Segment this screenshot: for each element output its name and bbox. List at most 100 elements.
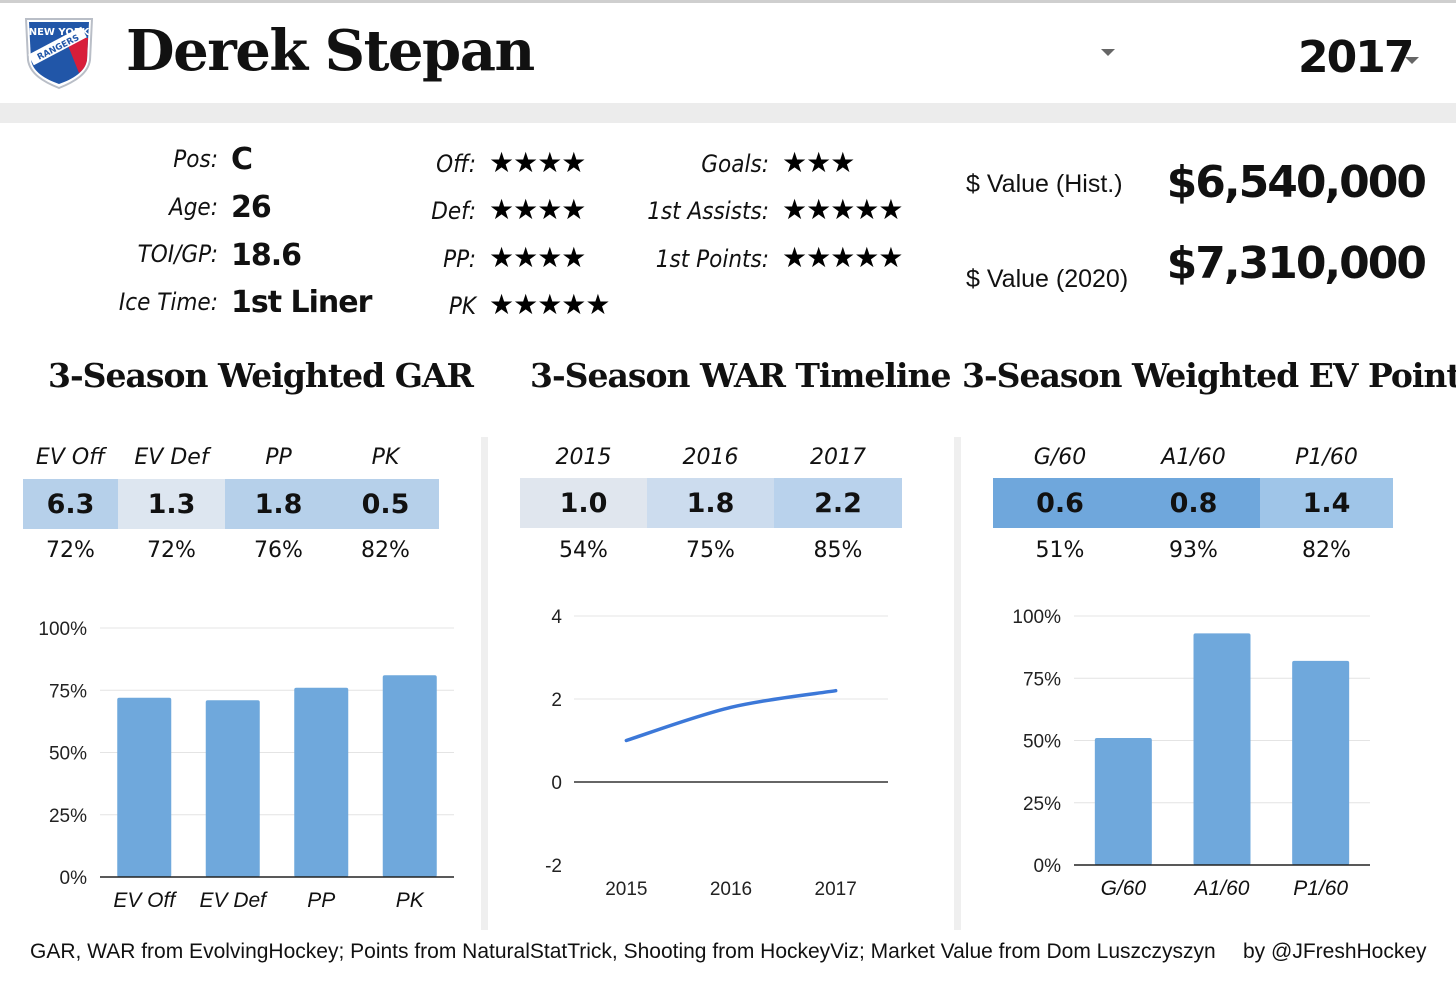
ev-chart-ytick-label: 50% bbox=[1023, 732, 1061, 753]
gar-chart-xtick-label: EV Off bbox=[113, 889, 177, 912]
footer-sources: GAR, WAR from EvolvingHockey; Points fro… bbox=[30, 940, 1216, 963]
war-col-header: 2016 bbox=[682, 445, 739, 470]
first-assists-rating-stars: ★★★★★ bbox=[782, 193, 904, 226]
pos-value: C bbox=[231, 142, 253, 177]
war-value-cell: 1.0 bbox=[520, 478, 647, 528]
season-select-chevron-down-icon[interactable] bbox=[1405, 57, 1419, 64]
ev-value-cell: 0.6 bbox=[993, 478, 1127, 528]
ev-value-cell: 0.8 bbox=[1127, 478, 1260, 528]
gar-section-title: 3-Season Weighted GAR bbox=[48, 356, 474, 395]
player-name: Derek Stepan bbox=[126, 18, 535, 84]
war-percentile: 85% bbox=[813, 538, 863, 563]
first-points-rating-stars: ★★★★★ bbox=[782, 241, 904, 274]
value-hist-label: $ Value (Hist.) bbox=[966, 170, 1123, 198]
column-divider-left bbox=[481, 437, 488, 930]
gar-value-cell: 1.3 bbox=[118, 479, 225, 529]
ev-percentile: 82% bbox=[1302, 538, 1351, 563]
ev-chart-xtick-label: A1/60 bbox=[1193, 877, 1250, 900]
war-timeline-line-chart: -2 0 2 4 2015 2016 2017 bbox=[545, 607, 888, 900]
gar-percentile-bar-chart: 0% 25% 50% 75% 100% EV Off EV Def PP PK bbox=[38, 619, 454, 912]
age-label: Age: bbox=[168, 193, 218, 221]
ev-col-header: A1/60 bbox=[1161, 445, 1226, 470]
ev-chart-bar bbox=[1193, 633, 1251, 865]
gar-chart-ytick-label: 50% bbox=[49, 744, 87, 765]
age-value: 26 bbox=[231, 190, 272, 225]
ev-chart-ytick-label: 75% bbox=[1023, 669, 1061, 690]
war-chart-ytick-label: 0 bbox=[551, 773, 562, 794]
gar-chart-bar bbox=[382, 675, 437, 877]
gar-value-cell: 0.5 bbox=[332, 479, 439, 529]
war-col-header: 2015 bbox=[555, 445, 612, 470]
def-rating-stars: ★★★★ bbox=[489, 193, 586, 226]
ev-chart-ytick-label: 100% bbox=[1012, 607, 1061, 628]
ev-section-title: 3-Season Weighted EV Points bbox=[962, 356, 1456, 395]
rangers-shield-logo-icon: NEW YORK RANGERS bbox=[24, 18, 94, 90]
gar-col-header: PP bbox=[265, 445, 292, 470]
ice-time-label: Ice Time: bbox=[118, 288, 218, 316]
gar-value-cell: 6.3 bbox=[23, 479, 118, 529]
gar-chart-ytick-label: 75% bbox=[49, 681, 87, 702]
gar-col-header: EV Def bbox=[134, 445, 209, 470]
gar-chart-ytick-label: 0% bbox=[60, 868, 88, 889]
top-rule bbox=[0, 0, 1456, 3]
war-chart-series-line bbox=[624, 688, 838, 743]
gar-percentile: 82% bbox=[361, 538, 410, 563]
logo-text-top: NEW YORK bbox=[29, 27, 91, 38]
footer-credit[interactable]: by @JFreshHockey bbox=[1243, 940, 1427, 963]
gar-percentile: 72% bbox=[46, 538, 95, 563]
toi-label: TOI/GP: bbox=[137, 240, 218, 268]
gar-chart-xtick-label: EV Def bbox=[199, 889, 268, 912]
gar-percentile: 76% bbox=[254, 538, 303, 563]
ice-time-value: 1st Liner bbox=[231, 285, 372, 320]
war-col-header: 2017 bbox=[810, 445, 866, 470]
pk-rating-label: PK bbox=[448, 292, 476, 320]
gar-col-header: PK bbox=[371, 445, 400, 470]
war-chart-xtick-label: 2015 bbox=[605, 879, 647, 900]
player-select-chevron-down-icon[interactable] bbox=[1101, 49, 1115, 56]
gar-chart-xtick-label: PP bbox=[307, 889, 335, 912]
ev-chart-ytick-label: 0% bbox=[1034, 856, 1062, 877]
ev-percentile: 51% bbox=[1035, 538, 1085, 563]
war-chart-xtick-label: 2017 bbox=[815, 879, 857, 900]
ev-col-header: G/60 bbox=[1033, 445, 1087, 470]
gar-percentile: 72% bbox=[147, 538, 196, 563]
goals-rating-label: Goals: bbox=[701, 150, 769, 178]
gar-chart-bar bbox=[205, 700, 260, 877]
value-current-label: $ Value (2020) bbox=[966, 265, 1129, 293]
ev-col-header: P1/60 bbox=[1295, 445, 1358, 470]
column-divider-right bbox=[954, 437, 961, 930]
war-percentile: 75% bbox=[686, 538, 735, 563]
off-rating-stars: ★★★★ bbox=[489, 146, 586, 179]
gar-chart-ytick-label: 25% bbox=[49, 806, 87, 827]
war-chart-xtick-label: 2016 bbox=[710, 879, 752, 900]
header-bar bbox=[0, 3, 1456, 103]
pos-label: Pos: bbox=[173, 145, 218, 173]
pp-rating-label: PP: bbox=[443, 245, 476, 273]
war-chart-ytick-label: -2 bbox=[545, 856, 562, 877]
gar-chart-bar bbox=[294, 687, 349, 877]
pk-rating-stars: ★★★★★ bbox=[489, 288, 611, 321]
gar-col-header: EV Off bbox=[35, 445, 106, 470]
ev-chart-bar bbox=[1094, 738, 1152, 865]
value-hist-amount: $6,540,000 bbox=[1166, 157, 1427, 208]
pp-rating-stars: ★★★★ bbox=[489, 241, 586, 274]
goals-rating-stars: ★★★ bbox=[782, 146, 855, 179]
ev-points-percentile-bar-chart: 0% 25% 50% 75% 100% G/60 A1/60 P1/60 bbox=[1012, 607, 1370, 900]
war-chart-ytick-label: 4 bbox=[551, 607, 562, 628]
war-value-cell: 1.8 bbox=[647, 478, 774, 528]
toi-value: 18.6 bbox=[231, 238, 302, 273]
first-assists-rating-label: 1st Assists: bbox=[647, 197, 769, 225]
gar-chart-ytick-label: 100% bbox=[38, 619, 87, 640]
first-points-rating-label: 1st Points: bbox=[655, 245, 769, 273]
ev-percentile: 93% bbox=[1169, 538, 1218, 563]
off-rating-label: Off: bbox=[436, 150, 476, 178]
gar-value-cell: 1.8 bbox=[225, 479, 332, 529]
header-divider-band bbox=[0, 103, 1456, 123]
ev-chart-xtick-label: G/60 bbox=[1101, 877, 1147, 900]
gar-chart-bar bbox=[117, 697, 172, 877]
ev-chart-ytick-label: 25% bbox=[1023, 794, 1061, 815]
war-percentile: 54% bbox=[559, 538, 608, 563]
def-rating-label: Def: bbox=[431, 197, 476, 225]
season-select[interactable]: 2017 bbox=[1298, 32, 1414, 83]
gar-chart-xtick-label: PK bbox=[396, 889, 425, 912]
